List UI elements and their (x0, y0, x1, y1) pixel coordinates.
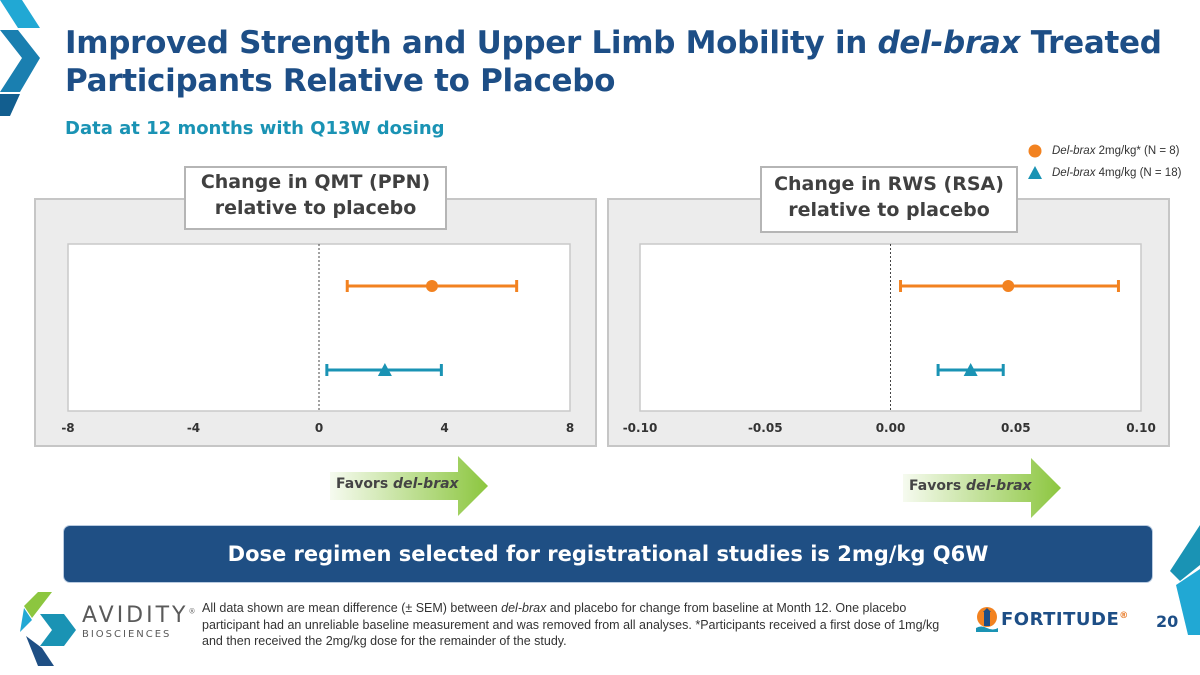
rws-chart-title: Change in RWS (RSA) relative to placebo (760, 166, 1018, 233)
x-tick-label: 0.05 (1001, 421, 1031, 435)
legend-item-2mg: Del-brax 2mg/kg* (N = 8) (1028, 140, 1181, 162)
plot-area (639, 243, 1142, 412)
x-tick-label: 0.00 (876, 421, 906, 435)
x-tick-label: 0.10 (1126, 421, 1156, 435)
subtitle: Data at 12 months with Q13W dosing (65, 118, 445, 139)
legend: Del-brax 2mg/kg* (N = 8) Del-brax 4mg/kg… (1028, 140, 1181, 184)
avidity-subtitle: BIOSCIENCES (82, 629, 172, 640)
qmt-chart-title: Change in QMT (PPN) relative to placebo (184, 166, 447, 230)
mean-point-circle (425, 280, 438, 292)
fortitude-logo: FORTITUDE® (976, 606, 1129, 632)
legend-item-4mg: Del-brax 4mg/kg (N = 18) (1028, 162, 1181, 184)
page-title: Improved Strength and Upper Limb Mobilit… (65, 25, 1162, 99)
favors-arrow-qmt: Favors del-brax (330, 456, 490, 516)
lighthouse-icon (976, 607, 998, 632)
mean-point-triangle (963, 363, 978, 376)
mean-point-circle (1002, 280, 1015, 292)
x-tick-label: 0 (315, 421, 323, 435)
x-tick-label: -0.05 (748, 421, 783, 435)
favors-label: Favors del-brax (336, 476, 459, 492)
x-tick-label: 8 (566, 421, 574, 435)
footnote: All data shown are mean difference (± SE… (202, 601, 940, 648)
x-tick-label: 4 (440, 421, 448, 435)
avidity-wordmark: AVIDITY® (82, 603, 196, 628)
favors-label: Favors del-brax (909, 478, 1032, 494)
mean-point-triangle (377, 363, 392, 376)
corner-chevron-decoration (0, 0, 40, 116)
x-tick-label: -4 (187, 421, 200, 435)
page-number: 20 (1156, 612, 1179, 631)
dose-banner: Dose regimen selected for registrational… (64, 526, 1152, 582)
legend-triangle-marker (1028, 166, 1042, 179)
x-tick-label: -8 (61, 421, 74, 435)
favors-arrow-shape (903, 458, 1061, 518)
plot-area (67, 243, 571, 412)
corner-chevron-decoration-right (1170, 525, 1200, 635)
favors-arrow-rws: Favors del-brax (903, 458, 1063, 518)
favors-arrow-shape (330, 456, 488, 516)
legend-circle-marker (1028, 144, 1042, 158)
avidity-logo-icon (20, 592, 76, 666)
x-tick-label: -0.10 (623, 421, 658, 435)
